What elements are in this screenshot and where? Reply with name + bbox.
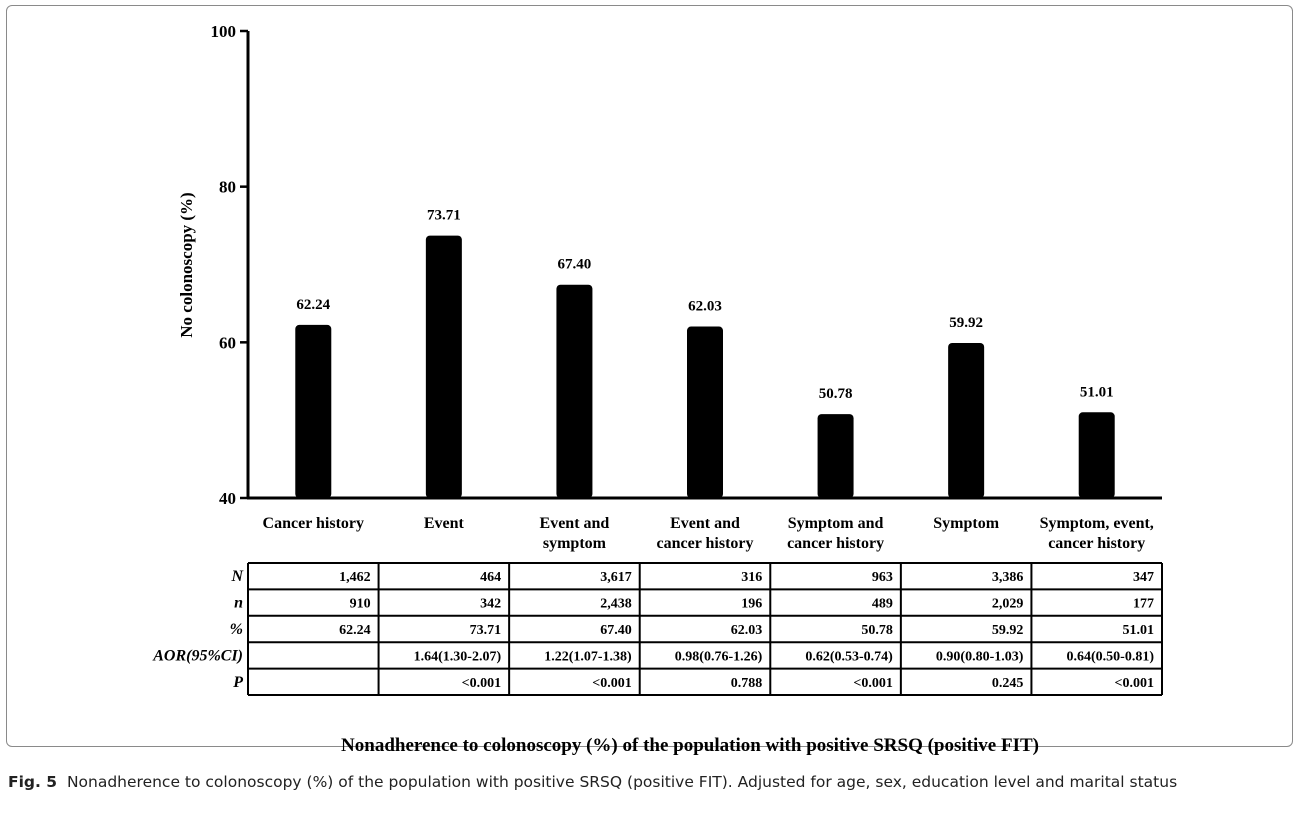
table-cell: 62.24 [339, 623, 371, 638]
y-axis: 40 60 80 100 [211, 22, 1162, 508]
table-cell: 196 [741, 597, 762, 612]
bars: 62.24 73.71 67.40 62.03 50.78 59.92 51.01 [295, 208, 1115, 498]
bar-chart: 40 60 80 100 62.24 73.71 67.40 62.03 50.78 59.92… [152, 22, 1163, 756]
category-label: Symptom and [788, 515, 884, 532]
category-label: cancer history [656, 535, 753, 552]
y-axis-label: No colonoscopy (%) [177, 192, 196, 337]
bar [1078, 412, 1115, 498]
table-cell: 963 [872, 570, 893, 585]
bar-value-label: 62.24 [296, 297, 330, 313]
table-cell: 59.92 [992, 623, 1024, 638]
table-cell: 316 [741, 570, 762, 585]
table-cell: 0.788 [731, 676, 763, 691]
bar [295, 324, 332, 498]
bar-value-label: 51.01 [1080, 384, 1114, 400]
table-cell: <0.001 [462, 676, 501, 691]
table-cell: <0.001 [1115, 676, 1154, 691]
figure-label: Fig. 5 [8, 773, 58, 791]
table-cell: 177 [1133, 597, 1154, 612]
figure-frame [6, 5, 1293, 747]
y-tick-label: 100 [211, 22, 237, 41]
table-cell: 1.22(1.07-1.38) [544, 649, 632, 664]
table-cell: 489 [872, 597, 893, 612]
figure-caption: Fig. 5 Nonadherence to colonoscopy (%) o… [8, 772, 1283, 793]
table-cell: 0.62(0.53-0.74) [805, 649, 893, 664]
bar [687, 326, 723, 498]
table-cell: 0.64(0.50-0.81) [1067, 649, 1155, 664]
table-cell: 0.98(0.76-1.26) [675, 649, 763, 664]
table-cell: 50.78 [861, 623, 893, 638]
bar [948, 342, 985, 498]
category-label: Event and [670, 515, 740, 532]
table-cell: 0.90(0.80-1.03) [936, 649, 1024, 664]
table-row-label: % [230, 621, 243, 638]
table-cell: 67.40 [600, 623, 632, 638]
table-cell: 2,029 [992, 597, 1024, 612]
bar [817, 414, 854, 498]
table-cell: 1,462 [339, 570, 371, 585]
table-cell: <0.001 [853, 676, 892, 691]
table-cell: 0.245 [992, 676, 1024, 691]
table-cell: 73.71 [470, 623, 502, 638]
table-cell: 1.64(1.30-2.07) [414, 649, 502, 664]
bar-value-label: 73.71 [427, 208, 461, 224]
table-cell: 51.01 [1123, 623, 1155, 638]
table-row-label: P [232, 674, 243, 691]
figure-caption-text: Nonadherence to colonoscopy (%) of the p… [66, 773, 1178, 791]
table-cell: 910 [350, 597, 371, 612]
category-label: Event [424, 515, 465, 532]
bar-value-label: 67.40 [558, 257, 592, 273]
x-axis-labels: Cancer history Event Event and symptom Event… [263, 515, 1154, 552]
category-label: Symptom [933, 515, 999, 532]
table-row-label: n [234, 595, 243, 612]
table-row-label: N [230, 568, 244, 585]
bar [425, 235, 462, 498]
category-label: Symptom, event, [1040, 515, 1154, 532]
category-label: cancer history [1048, 535, 1145, 552]
category-label: Event and [540, 515, 610, 532]
bar [556, 284, 593, 498]
y-tick-label: 40 [219, 489, 236, 508]
bar-value-label: 59.92 [949, 315, 983, 331]
table-cell: 2,438 [600, 597, 632, 612]
table-cell: 62.03 [731, 623, 763, 638]
table-row-label: AOR(95%CI) [152, 647, 243, 664]
table-cell: 342 [480, 597, 501, 612]
table-cell: 3,617 [600, 570, 632, 585]
category-label: symptom [543, 535, 607, 552]
category-label: Cancer history [263, 515, 364, 532]
table-cell: 464 [480, 570, 501, 585]
chart-title: Nonadherence to colonoscopy (%) of the p… [341, 735, 1039, 756]
y-tick-label: 60 [219, 333, 236, 352]
y-tick-label: 80 [219, 178, 236, 197]
category-label: cancer history [787, 535, 884, 552]
table-cell: <0.001 [592, 676, 631, 691]
bar-value-label: 62.03 [688, 299, 722, 315]
table-cell: 3,386 [992, 570, 1024, 585]
data-table: N 1,462 464 3,617 316 963 3,386 347 n 910 342 2,438… [152, 562, 1163, 696]
bar-value-label: 50.78 [819, 386, 853, 402]
table-cell: 347 [1133, 570, 1154, 585]
